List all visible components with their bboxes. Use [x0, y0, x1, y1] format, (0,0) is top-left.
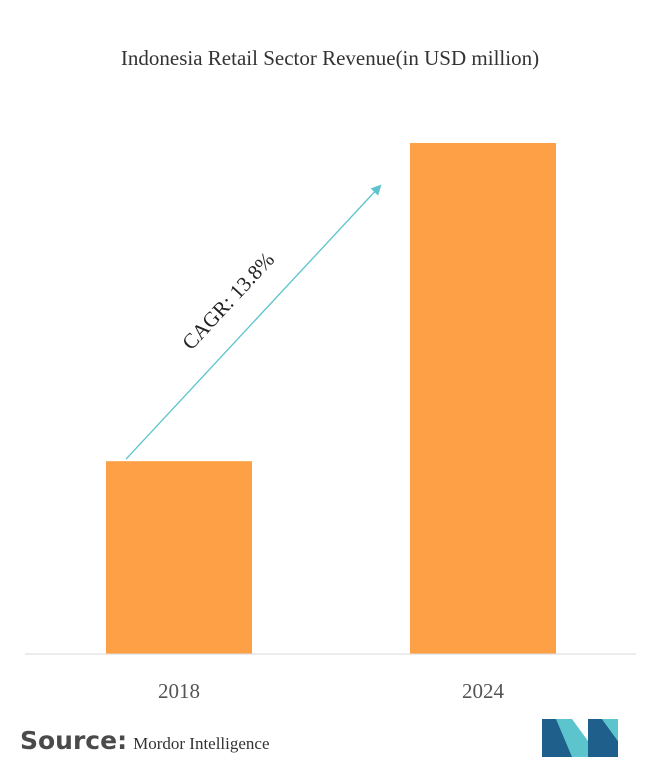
source-line: Source: Mordor Intelligence — [20, 726, 270, 755]
bar-2024 — [410, 143, 556, 654]
cagr-annotation: CAGR: 13.8% — [177, 247, 279, 354]
x-tick-label-2024: 2024 — [462, 679, 505, 703]
bar-2018 — [106, 461, 252, 654]
bars-group — [106, 143, 556, 654]
source-value: Mordor Intelligence — [133, 734, 270, 753]
mordor-intelligence-logo-icon — [542, 719, 618, 757]
chart-title: Indonesia Retail Sector Revenue(in USD m… — [121, 46, 539, 70]
cagr-arrow — [125, 184, 382, 460]
x-tick-label-2018: 2018 — [158, 679, 200, 703]
x-tick-labels: 2018 2024 — [158, 679, 505, 703]
source-label: Source: — [20, 726, 128, 755]
